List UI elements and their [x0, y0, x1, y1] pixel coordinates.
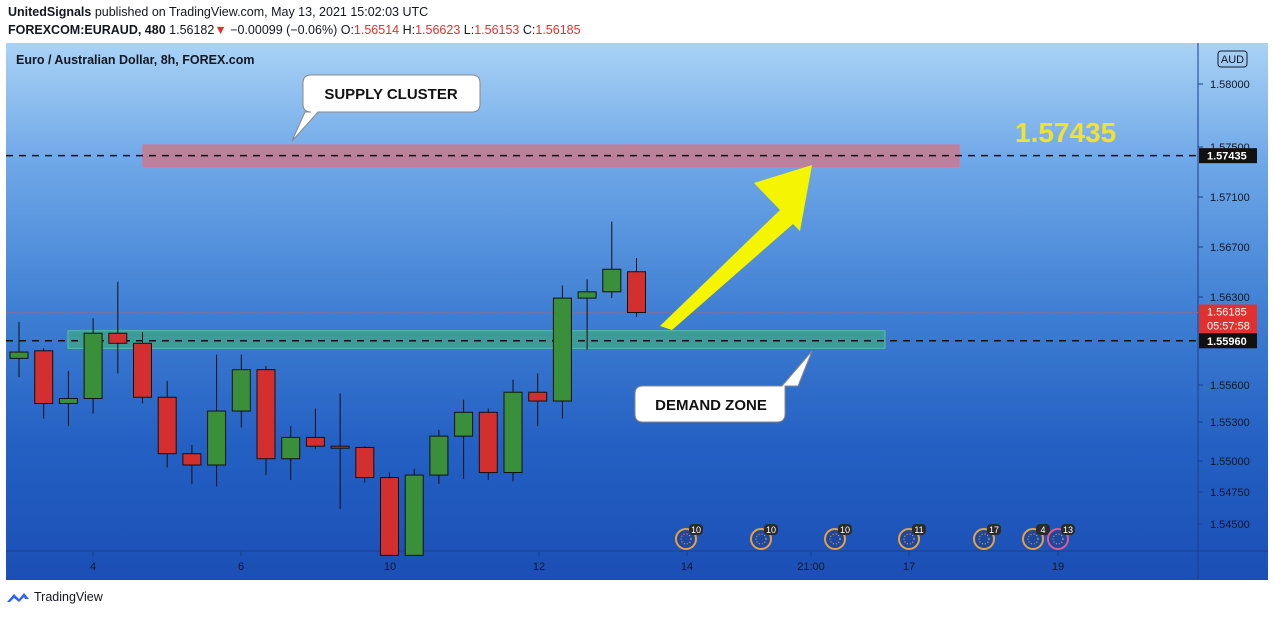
- event-count: 10: [691, 525, 701, 535]
- demand-zone[interactable]: [67, 330, 886, 349]
- y-tick-label: 1.56700: [1210, 242, 1250, 254]
- close-value: 1.56185: [535, 23, 581, 37]
- publish-info: UnitedSignals published on TradingView.c…: [8, 5, 428, 19]
- footer-brand[interactable]: TradingView: [34, 590, 103, 604]
- candle-body[interactable]: [404, 474, 424, 556]
- candle-body[interactable]: [231, 369, 251, 412]
- high-value: 1.56623: [415, 23, 461, 37]
- candle-body[interactable]: [9, 351, 29, 359]
- economic-event-icon[interactable]: 10: [750, 524, 778, 550]
- target-annotation[interactable]: 1.57435: [1015, 117, 1116, 148]
- supply-callout[interactable]: [291, 74, 481, 142]
- candle-body[interactable]: [552, 297, 572, 402]
- supply-zone[interactable]: [142, 144, 960, 167]
- down-arrow-icon: ▼: [214, 23, 227, 37]
- x-tick-label: 17: [903, 561, 915, 573]
- economic-event-icon[interactable]: 11: [898, 524, 926, 550]
- event-count: 11: [914, 525, 923, 535]
- event-count: 17: [989, 525, 999, 535]
- change-value: −0.00099 (−0.06%): [230, 23, 338, 37]
- target-arrow[interactable]: [660, 165, 812, 330]
- x-tick-label: 12: [533, 561, 545, 573]
- candle-body[interactable]: [380, 477, 399, 556]
- candle-body[interactable]: [330, 445, 350, 449]
- current-price-tag-text: 1.56185: [1207, 307, 1247, 319]
- supply-callout-text: SUPPLY CLUSTER: [324, 86, 458, 103]
- support-price-tag: [1199, 333, 1257, 349]
- x-tick-label: 19: [1052, 561, 1064, 573]
- candle-body[interactable]: [355, 446, 375, 479]
- open-label: O:: [340, 23, 354, 37]
- candle-body[interactable]: [602, 268, 622, 293]
- x-tick-label: 14: [681, 561, 693, 573]
- x-tick-label: 6: [238, 561, 244, 573]
- economic-event-icon[interactable]: 10: [675, 524, 703, 550]
- candle-body[interactable]: [58, 398, 78, 405]
- event-count: 4: [1040, 525, 1045, 535]
- close-label: C:: [522, 23, 536, 37]
- candle-body[interactable]: [34, 350, 54, 405]
- event-count: 13: [1063, 525, 1073, 535]
- countdown-timer: 05:57:58: [1207, 321, 1250, 333]
- publisher-name[interactable]: UnitedSignals: [8, 5, 92, 19]
- candle-body[interactable]: [182, 453, 202, 466]
- candle-body[interactable]: [207, 410, 227, 466]
- economic-event-icon[interactable]: 13: [1047, 524, 1075, 550]
- economic-event-icon[interactable]: 17: [973, 524, 1001, 550]
- x-tick-label: 4: [90, 561, 96, 573]
- candle-body[interactable]: [157, 396, 177, 455]
- economic-event-icon[interactable]: 10: [824, 524, 852, 550]
- currency-badge[interactable]: AUD: [1221, 54, 1244, 66]
- footer: TradingView: [6, 590, 103, 604]
- candle-body[interactable]: [478, 411, 498, 474]
- low-label: L:: [463, 23, 475, 37]
- y-tick-label: 1.55600: [1210, 380, 1250, 392]
- ohlc-header: FOREXCOM:EURAUD, 480 1.56182▼ −0.00099 (…: [8, 23, 581, 37]
- y-tick-label: 1.57100: [1210, 192, 1250, 204]
- event-count: 10: [766, 525, 776, 535]
- current-price-tag: [1199, 304, 1257, 334]
- y-tick-label: 1.56300: [1210, 292, 1250, 304]
- demand-callout-text: DEMAND ZONE: [655, 397, 767, 414]
- target-price-tag-text: 1.57435: [1207, 151, 1247, 163]
- high-label: H:: [402, 23, 416, 37]
- y-tick-label: 1.55300: [1210, 417, 1250, 429]
- candle-body[interactable]: [503, 391, 523, 474]
- x-tick-label: 10: [384, 561, 396, 573]
- tradingview-logo-icon: [7, 593, 29, 602]
- publish-text: published on TradingView.com, May 13, 20…: [94, 5, 429, 19]
- candle-body[interactable]: [83, 332, 103, 399]
- candle-body[interactable]: [108, 332, 128, 344]
- symbol-label: FOREXCOM:EURAUD, 480: [8, 23, 166, 37]
- low-value: 1.56153: [474, 23, 520, 37]
- candle-body[interactable]: [577, 291, 597, 299]
- last-price: 1.56182: [169, 23, 215, 37]
- candles: [9, 221, 646, 556]
- target-price-tag: [1199, 148, 1257, 164]
- x-tick-label: 21:00: [797, 561, 825, 573]
- y-tick-label: 1.55000: [1210, 456, 1250, 468]
- economic-events: 10 10 10 11 17 4 13: [675, 524, 1075, 550]
- chart-title: Euro / Australian Dollar, 8h, FOREX.com: [16, 53, 255, 67]
- open-value: 1.56514: [353, 23, 400, 37]
- currency-badge-frame: [1217, 50, 1248, 68]
- candle-body[interactable]: [305, 436, 325, 447]
- y-tick-label: 1.58000: [1210, 79, 1250, 91]
- candle-body[interactable]: [454, 411, 474, 437]
- y-tick-label: 1.54750: [1210, 487, 1250, 499]
- y-tick-label: 1.54500: [1210, 519, 1250, 531]
- candle-body[interactable]: [256, 369, 276, 460]
- candle-body[interactable]: [528, 391, 548, 402]
- support-price-tag-text: 1.55960: [1207, 336, 1247, 348]
- event-count: 10: [840, 525, 850, 535]
- candle-body[interactable]: [133, 342, 152, 398]
- economic-event-icon[interactable]: 4: [1022, 524, 1050, 550]
- candle-body[interactable]: [281, 436, 301, 460]
- candle-body[interactable]: [429, 435, 449, 476]
- demand-callout[interactable]: [634, 350, 813, 423]
- candle-body[interactable]: [627, 271, 646, 314]
- x-tick-labels: 4 6 10 12 14 21:00 17 19: [90, 551, 1064, 573]
